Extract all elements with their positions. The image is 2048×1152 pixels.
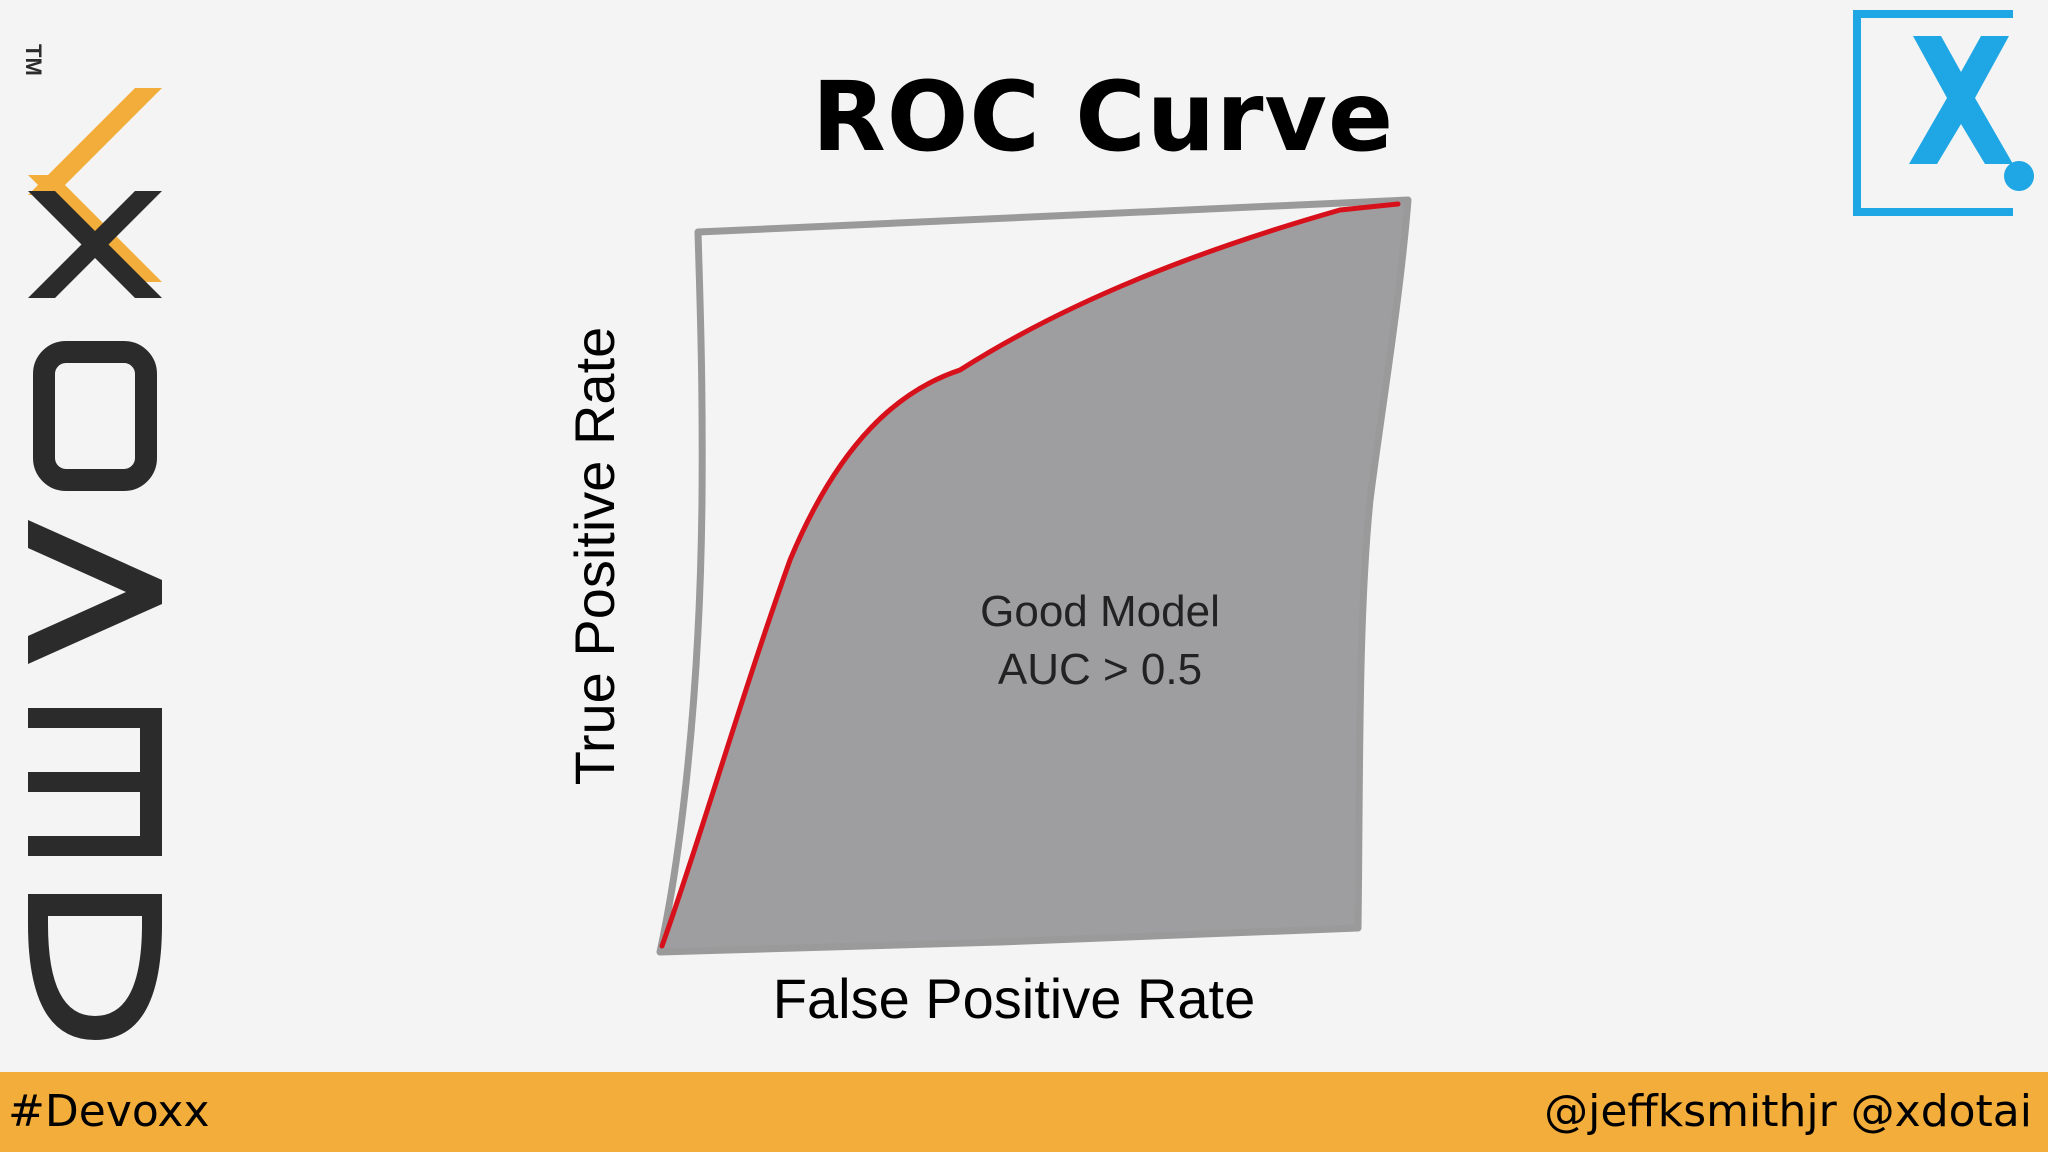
roc-diagram: Good Model AUC > 0.5 False Positive Rate… xyxy=(563,196,1412,1030)
roc-frame xyxy=(656,196,1412,956)
area-label-line1: Good Model xyxy=(980,587,1220,636)
y-axis-label: True Positive Rate xyxy=(563,327,626,786)
trademark-mark: TM xyxy=(21,44,46,76)
footer-handles: @jeffksmithjr @xdotai xyxy=(1544,1086,2032,1137)
slide-title: ROC Curve xyxy=(811,61,1395,173)
x-axis-label: False Positive Rate xyxy=(773,967,1255,1030)
roc-curve xyxy=(659,201,1401,949)
devoxx-logo-mark xyxy=(28,88,162,1040)
footer-hashtag: #Devoxx xyxy=(8,1086,210,1137)
devoxx-side-logo: TM xyxy=(21,44,162,1040)
x-dot-logo-icon xyxy=(1853,10,2034,216)
auc-area xyxy=(660,200,1408,952)
area-label-line2: AUC > 0.5 xyxy=(998,645,1202,694)
footer-bar: #Devoxx @jeffksmithjr @xdotai xyxy=(0,1072,2048,1152)
